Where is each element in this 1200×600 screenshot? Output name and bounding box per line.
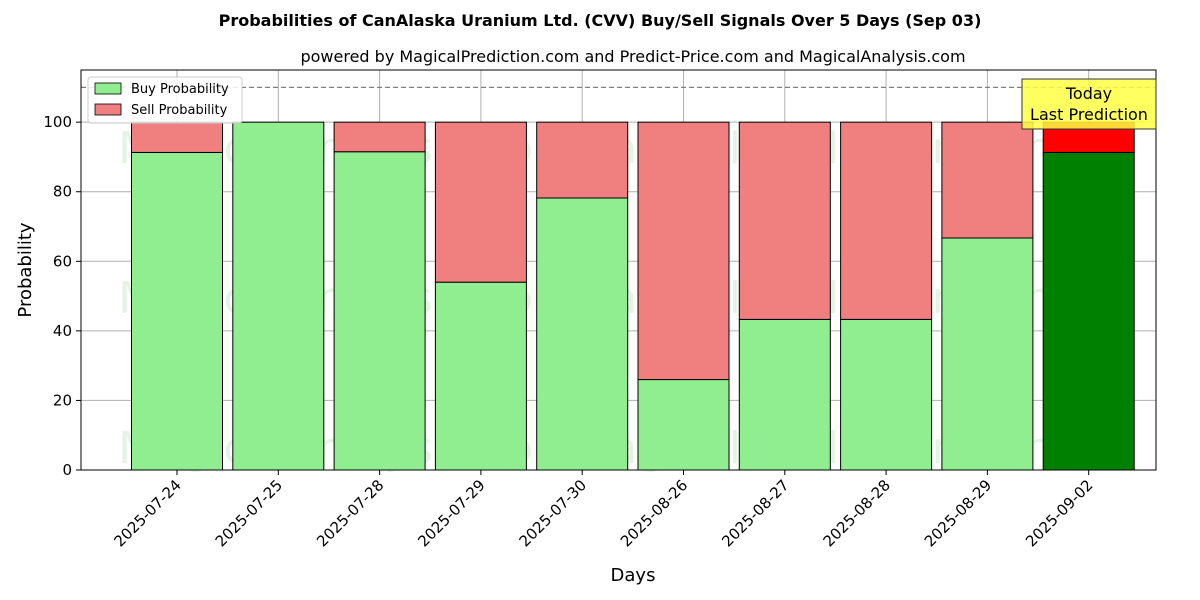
x-axis-label: Days (611, 565, 656, 586)
legend-box (87, 76, 243, 124)
y-axis-label: Probability (15, 222, 36, 317)
y-tick-label: 40 (53, 322, 72, 340)
y-tick-label: 100 (43, 113, 72, 131)
bar-sell (840, 121, 933, 320)
bar-sell (941, 121, 1034, 239)
legend-swatch-sell (94, 103, 122, 116)
y-tick-label: 60 (53, 252, 72, 270)
legend-label-buy: Buy Probability (131, 82, 229, 97)
chart-title: Probabilities of CanAlaska Uranium Ltd. … (219, 11, 982, 30)
chart-subtitle: powered by MagicalPrediction.com and Pre… (300, 47, 965, 66)
annotation-line-2: Last Prediction (1030, 105, 1148, 124)
x-tick-label: 2025-07-30 (516, 476, 590, 550)
legend-swatch-buy (94, 82, 122, 95)
x-tick-label: 2025-07-24 (110, 476, 184, 550)
bar-sell (434, 121, 527, 283)
y-axis-ticks: 0 20 40 60 80 100 (43, 113, 81, 479)
y-tick-label: 0 (62, 461, 72, 479)
legend: Buy Probability Sell Probability (87, 76, 243, 124)
bars-layer (131, 121, 1135, 471)
y-tick-label: 80 (53, 183, 72, 201)
bar-buy (840, 318, 933, 471)
x-tick-label: 2025-08-29 (921, 476, 995, 550)
x-tick-label: 2025-08-26 (617, 476, 691, 550)
bar-sell (536, 121, 629, 199)
x-axis-ticks: 2025-07-24 2025-07-25 2025-07-28 2025-07-29… (110, 470, 1097, 550)
x-tick-label: 2025-08-28 (820, 476, 894, 550)
plot-frame (80, 69, 1157, 471)
x-tick-label: 2025-07-29 (414, 476, 488, 550)
x-tick-label: 2025-08-27 (718, 476, 792, 550)
bar-sell (131, 121, 223, 153)
bar-buy (941, 237, 1034, 471)
bar-buy (1042, 151, 1135, 471)
bar-buy (434, 281, 527, 471)
bar-sell (333, 121, 426, 153)
bar-buy (637, 379, 730, 471)
x-tick-label: 2025-07-28 (313, 476, 387, 550)
bar-buy (536, 197, 629, 471)
bar-buy (232, 121, 325, 471)
x-tick-label: 2025-07-25 (212, 476, 286, 550)
bar-buy (738, 318, 831, 471)
y-tick-label: 20 (53, 391, 72, 409)
annotation-line-1: Today (1065, 84, 1112, 103)
annotation-box (1021, 78, 1157, 130)
bar-buy (131, 151, 223, 471)
bar-buy (333, 151, 426, 471)
x-tick-label: 2025-09-02 (1022, 476, 1096, 550)
bar-sell (637, 121, 730, 381)
bar-sell (738, 121, 831, 320)
today-annotation: Today Last Prediction (1021, 78, 1157, 130)
legend-label-sell: Sell Probability (131, 103, 228, 118)
